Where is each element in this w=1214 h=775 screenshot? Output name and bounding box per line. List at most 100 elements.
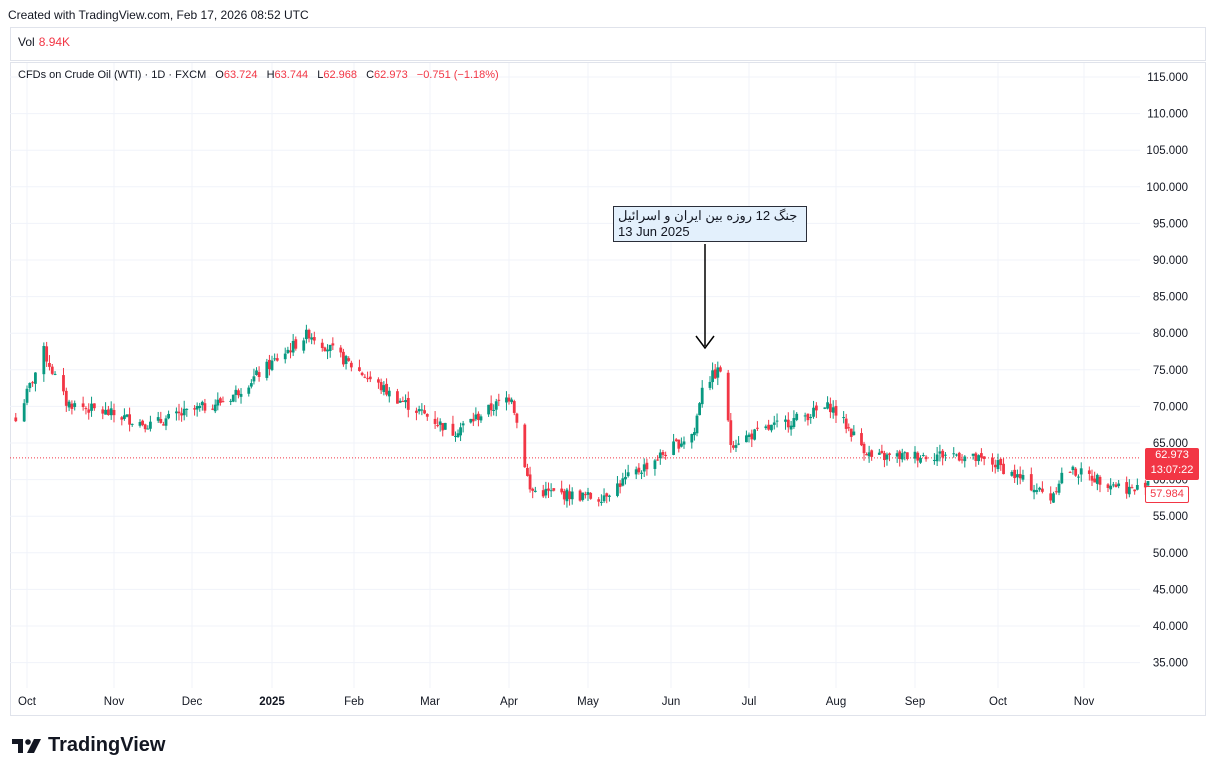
candle-up bbox=[73, 403, 77, 407]
y-tick-label: 95.000 bbox=[1153, 218, 1188, 230]
candle-down bbox=[1040, 488, 1044, 492]
candle-up bbox=[1057, 483, 1061, 493]
x-tick-label: Sep bbox=[905, 696, 925, 708]
candle-down bbox=[471, 418, 475, 422]
candle-up bbox=[581, 492, 585, 500]
candle-down bbox=[177, 411, 181, 414]
candle-up bbox=[621, 478, 625, 486]
candle-up bbox=[420, 409, 424, 411]
candle-down bbox=[870, 450, 874, 457]
candle-up bbox=[770, 424, 773, 431]
close-value: 62.973 bbox=[374, 69, 408, 81]
candle-down bbox=[637, 467, 641, 473]
candle-down bbox=[547, 488, 550, 491]
candle-down bbox=[221, 401, 225, 403]
candle-down bbox=[1143, 482, 1147, 488]
candle-down bbox=[1098, 476, 1102, 485]
annotation-text-persian: جنگ 12 روزه بین ایران و اسرائیل bbox=[618, 208, 798, 223]
y-tick-label: 75.000 bbox=[1153, 365, 1188, 377]
y-tick-label: 70.000 bbox=[1153, 401, 1188, 413]
candle-up bbox=[913, 451, 917, 459]
annotation-callout[interactable]: جنگ 12 روزه بین ایران و اسرائیل 13 Jun 2… bbox=[613, 206, 807, 242]
candle-up bbox=[700, 387, 704, 405]
x-tick-label: Apr bbox=[500, 696, 518, 708]
y-tick-label: 100.000 bbox=[1146, 182, 1188, 194]
y-tick-label: 105.000 bbox=[1146, 145, 1188, 157]
candle-up bbox=[672, 441, 675, 455]
candle-down bbox=[312, 337, 316, 341]
candle-up bbox=[753, 429, 757, 440]
low-value: 62.968 bbox=[323, 69, 358, 81]
candle-down bbox=[1090, 475, 1094, 481]
candle-down bbox=[552, 488, 556, 491]
candle-down bbox=[560, 488, 564, 493]
y-tick-label: 55.000 bbox=[1153, 511, 1188, 523]
candle-up bbox=[487, 404, 491, 415]
candle-down bbox=[597, 499, 601, 502]
candle-down bbox=[320, 342, 324, 349]
candle-down bbox=[729, 420, 733, 445]
candle-down bbox=[957, 452, 961, 461]
candle-down bbox=[203, 403, 207, 411]
candle-up bbox=[22, 403, 26, 422]
current-price-tag: 62.973 13:07:22 bbox=[1145, 448, 1199, 480]
candle-down bbox=[847, 427, 851, 429]
candle-down bbox=[81, 403, 85, 408]
low-label: L bbox=[317, 69, 324, 81]
tradingview-logo[interactable]: TradingView bbox=[12, 734, 165, 757]
candle-up bbox=[895, 453, 899, 457]
candle-up bbox=[831, 407, 835, 413]
open-label: O bbox=[215, 69, 224, 81]
candle-down bbox=[268, 359, 271, 370]
candle-down bbox=[880, 450, 884, 454]
candle-down bbox=[112, 409, 116, 416]
candle-up bbox=[344, 356, 348, 364]
candle-up bbox=[175, 411, 178, 414]
candle-up bbox=[944, 454, 947, 456]
candle-up bbox=[200, 401, 204, 406]
candle-up bbox=[494, 401, 498, 410]
candle-down bbox=[497, 399, 501, 401]
candle-down bbox=[786, 419, 790, 428]
candle-up bbox=[900, 453, 904, 460]
candle-up bbox=[570, 491, 574, 500]
candle-down bbox=[436, 425, 440, 427]
x-tick-label: 2025 bbox=[259, 696, 285, 708]
candle-up bbox=[682, 441, 686, 445]
y-tick-label: 85.000 bbox=[1153, 292, 1188, 304]
candle-down bbox=[423, 410, 426, 414]
x-tick-label: Aug bbox=[826, 696, 846, 708]
candle-up bbox=[182, 408, 186, 416]
candle-up bbox=[823, 407, 827, 409]
candle-up bbox=[734, 445, 738, 448]
candle-up bbox=[1127, 486, 1131, 495]
candle-up bbox=[784, 419, 787, 422]
candle-up bbox=[658, 452, 662, 459]
candle-down bbox=[980, 453, 983, 458]
candle-up bbox=[877, 452, 881, 455]
candle-down bbox=[180, 413, 183, 416]
candle-up bbox=[149, 421, 152, 429]
candle-up bbox=[1060, 472, 1064, 484]
grid-lines bbox=[10, 63, 1140, 688]
candle-down bbox=[358, 367, 361, 371]
candle-down bbox=[433, 418, 437, 424]
candle-down bbox=[1087, 470, 1091, 474]
candle-down bbox=[1106, 484, 1110, 488]
candle-up bbox=[938, 451, 942, 454]
candle-down bbox=[883, 452, 886, 461]
candle-down bbox=[674, 439, 678, 441]
candle-down bbox=[128, 414, 131, 425]
candle-up bbox=[599, 501, 603, 503]
candle-down bbox=[64, 390, 68, 406]
candle-down bbox=[578, 490, 582, 501]
candle-down bbox=[898, 451, 902, 460]
candle-up bbox=[213, 404, 217, 412]
candle-up bbox=[231, 394, 235, 402]
candle-up bbox=[185, 408, 189, 410]
candle-up bbox=[138, 422, 142, 426]
candle-down bbox=[924, 456, 928, 460]
candle-up bbox=[492, 409, 496, 412]
candle-down bbox=[974, 453, 978, 462]
